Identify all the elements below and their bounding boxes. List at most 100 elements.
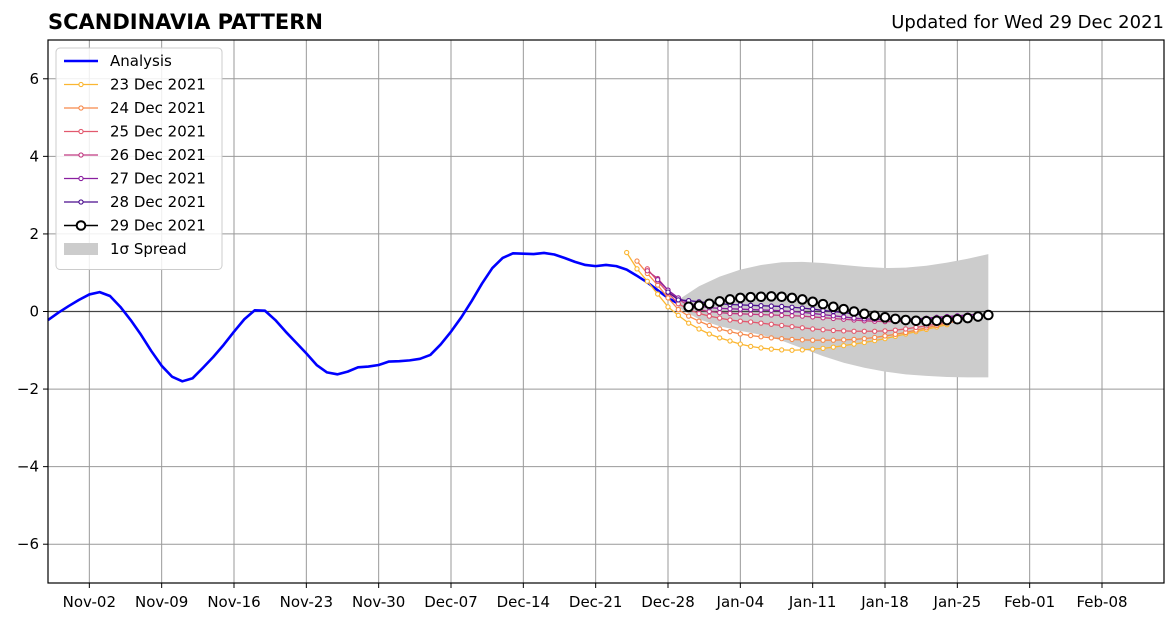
legend-label: 25 Dec 2021 [110, 123, 206, 141]
x-tick-label: Jan-04 [716, 593, 765, 611]
data-point [789, 336, 795, 343]
legend-label: 29 Dec 2021 [110, 217, 206, 235]
legend-marker [78, 128, 84, 135]
data-point [841, 314, 847, 320]
data-point [779, 347, 785, 353]
data-point [768, 321, 774, 327]
data-point [841, 328, 847, 334]
data-point [737, 306, 743, 312]
series-0 [47, 251, 679, 383]
x-tick-label: Jan-25 [933, 593, 982, 611]
data-point [748, 302, 754, 308]
data-point [841, 337, 847, 343]
data-point [758, 320, 764, 326]
data-point [848, 306, 860, 317]
legend-entry: 1σ Spread [64, 240, 187, 258]
data-point [851, 328, 857, 334]
data-point [952, 313, 963, 325]
data-point [861, 328, 867, 334]
data-point [910, 315, 922, 327]
data-point [859, 308, 870, 320]
data-point [737, 311, 743, 317]
data-point [841, 342, 847, 349]
data-point [727, 310, 733, 317]
data-point [665, 304, 671, 310]
data-point [931, 315, 942, 327]
data-point [683, 301, 694, 313]
legend-entry: 24 Dec 2021 [64, 99, 206, 117]
legend-marker [78, 175, 84, 182]
data-point [810, 310, 816, 317]
data-point [737, 331, 743, 337]
x-tick-label: Jan-18 [860, 593, 909, 611]
y-tick-label: 6 [29, 70, 39, 88]
data-point [768, 346, 774, 352]
legend-entry: 29 Dec 2021 [64, 217, 206, 235]
data-point [686, 313, 692, 319]
chart-subtitle: Updated for Wed 29 Dec 2021 [891, 12, 1164, 33]
data-point [737, 318, 743, 324]
data-point [851, 341, 857, 347]
data-point [830, 344, 836, 350]
data-point [900, 314, 911, 326]
data-point [737, 341, 743, 347]
data-point [768, 312, 774, 318]
data-point [706, 313, 712, 319]
data-point [758, 334, 764, 340]
legend-label: Analysis [110, 52, 172, 70]
legend-label: 26 Dec 2021 [110, 146, 206, 164]
data-point [758, 307, 764, 313]
data-point [693, 300, 705, 311]
x-tick-label: Feb-01 [1004, 593, 1055, 611]
data-point [717, 310, 723, 316]
data-point [828, 301, 839, 313]
data-point [727, 329, 733, 335]
data-point [820, 327, 826, 333]
data-point [665, 289, 671, 295]
data-point [872, 328, 878, 334]
legend-entry: 28 Dec 2021 [64, 193, 206, 211]
data-point [717, 305, 723, 312]
y-tick-label: 4 [29, 147, 39, 165]
data-point [748, 306, 754, 313]
legend-marker [78, 105, 84, 111]
legend-marker [75, 220, 87, 231]
legend-marker [78, 152, 84, 158]
data-point [717, 326, 723, 332]
legend-entry: Analysis [64, 52, 172, 70]
data-point [962, 312, 973, 324]
data-point [748, 343, 754, 350]
data-point [655, 291, 661, 297]
data-point [768, 335, 774, 341]
legend-entry: 25 Dec 2021 [64, 123, 206, 141]
data-point [696, 326, 702, 332]
data-point [882, 333, 888, 339]
data-point [776, 291, 787, 303]
data-point [634, 266, 640, 272]
data-point [665, 295, 671, 301]
data-point [799, 325, 805, 331]
y-tick-label: −6 [17, 535, 39, 553]
data-point [810, 346, 816, 352]
data-point [727, 338, 733, 344]
data-point [779, 312, 785, 319]
data-point [983, 309, 994, 321]
data-point [758, 311, 764, 318]
data-point [786, 292, 798, 304]
data-point [789, 347, 795, 353]
data-point [799, 305, 805, 311]
data-point [830, 337, 836, 343]
x-tick-label: Nov-23 [280, 593, 333, 611]
legend-label: 28 Dec 2021 [110, 193, 206, 211]
data-point [807, 296, 818, 308]
legend: Analysis 23 Dec 2021 24 Dec 2021 25 Dec 202… [55, 47, 223, 270]
x-tick-label: Feb-08 [1076, 593, 1127, 611]
legend-entry: 23 Dec 2021 [64, 76, 206, 94]
data-point [675, 312, 681, 319]
data-point [644, 278, 650, 284]
data-point [872, 334, 878, 341]
data-point [892, 327, 898, 333]
data-point [779, 335, 785, 342]
data-point [779, 308, 785, 314]
data-point [779, 303, 785, 310]
